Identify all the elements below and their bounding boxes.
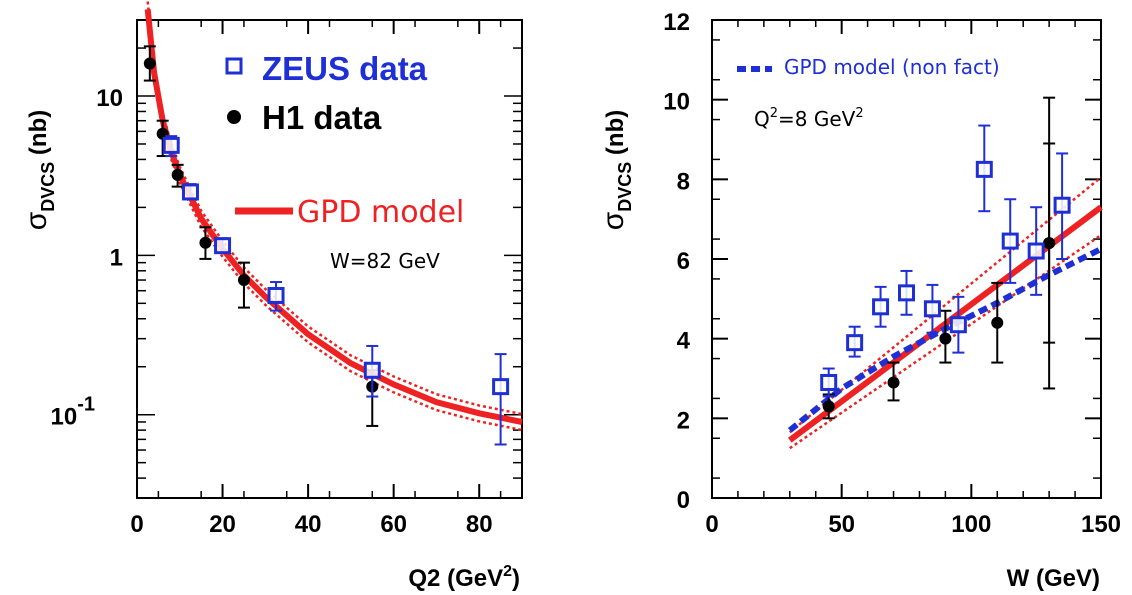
left-x-tick-label: 20 [209,511,236,538]
legend-h1-label: H1 data [262,99,382,136]
right-x-tick-label: 100 [951,511,991,538]
right-y-tick-label: 12 [663,9,690,36]
h1-point [143,57,156,70]
left-x-label-close: ) [512,565,520,592]
right-y-sigma: σ [597,211,630,230]
left-y-tick-label: 10-1 [51,394,96,431]
zeus-point [363,361,381,379]
right-h1-point [939,332,952,345]
right-y-axis-label: σDVCS (nb) [597,110,635,231]
zeus-point [267,286,285,304]
right-zeus-point [975,160,993,178]
legend-h1-marker [227,110,241,124]
right-zeus-point [923,300,941,318]
left-y-sub: DVCS [38,162,58,212]
right-y-tick-label: 4 [677,328,691,355]
left-y-tick-label: 1 [110,244,123,271]
h1-point [199,236,212,249]
right-legend: GPD model (non fact) Q2=8 GeV2 [737,55,1000,131]
q2-note-q: Q [754,107,770,131]
left-series [143,45,510,446]
right-zeus-point [949,316,967,334]
right-axis-ticks: 0 50 100 150 0 2 4 6 8 10 12 [663,9,1121,538]
right-y-unit: (nb) [602,110,629,162]
legend-q2-note: Q2=8 GeV2 [754,106,864,131]
right-h1-point [1043,237,1056,250]
left-y-axis-label: σDVCS (nb) [20,110,58,231]
left-x-tick-label: 60 [380,511,407,538]
right-zeus-point [846,334,864,352]
legend-zeus-marker [225,57,243,75]
right-h1-point [822,400,835,413]
right-series [820,96,1071,420]
right-zeus-point [872,298,890,316]
right-zeus-point [1001,232,1019,250]
right-zeus-point [898,284,915,302]
right-h1-point [991,316,1004,329]
zeus-point [214,237,232,255]
right-chart: 0 50 100 150 0 2 4 6 8 10 12 σDVCS (nb) W (GeV) GP… [597,9,1121,592]
legend-w-note: W=82 GeV [330,249,440,273]
left-x-label-main: Q2 (GeV [408,565,503,592]
h1-point [237,274,250,287]
right-y-tick-label: 0 [677,487,690,514]
left-y-tick-label: 10 [96,85,123,112]
right-h1-point [887,376,900,389]
left-y-sigma: σ [20,211,53,230]
right-y-tick-label: 2 [677,407,690,434]
left-x-axis-label: Q2 (GeV2) [408,563,520,592]
right-model-band-upper [789,176,1102,434]
right-y-tick-label: 6 [677,248,690,275]
left-x-tick-label: 0 [130,511,143,538]
right-x-axis-label: W (GeV) [1007,565,1100,592]
zeus-point [181,183,199,201]
zeus-point [162,136,180,154]
q2-note-rest: =8 GeV [778,107,856,131]
right-zeus-point [1027,242,1045,260]
right-y-tick-label: 8 [677,168,690,195]
right-x-tick-label: 50 [828,511,855,538]
right-x-tick-label: 0 [705,511,718,538]
right-zeus-point [1053,196,1071,214]
left-x-label-sup: 2 [503,563,512,580]
legend-model-label: GPD model [297,195,464,230]
right-zeus-point [820,373,838,391]
left-y-tick-exp: -1 [77,394,95,416]
right-x-tick-label: 150 [1081,511,1121,538]
right-y-tick-label: 10 [663,89,690,116]
left-legend: ZEUS data H1 data GPD model W=82 GeV [225,50,464,273]
q2-note-sup: 2 [770,106,778,121]
h1-point [171,168,184,181]
legend-nonfact-label: GPD model (non fact) [784,55,1000,79]
left-y-tick-base: 10 [51,404,78,431]
legend-zeus-label: ZEUS data [262,50,428,87]
right-y-sub: DVCS [615,162,635,212]
zeus-point [492,378,510,396]
left-x-tick-label: 40 [295,511,322,538]
q2-note-sup2: 2 [855,106,863,121]
left-y-unit: (nb) [25,110,52,162]
left-x-tick-label: 80 [466,511,493,538]
